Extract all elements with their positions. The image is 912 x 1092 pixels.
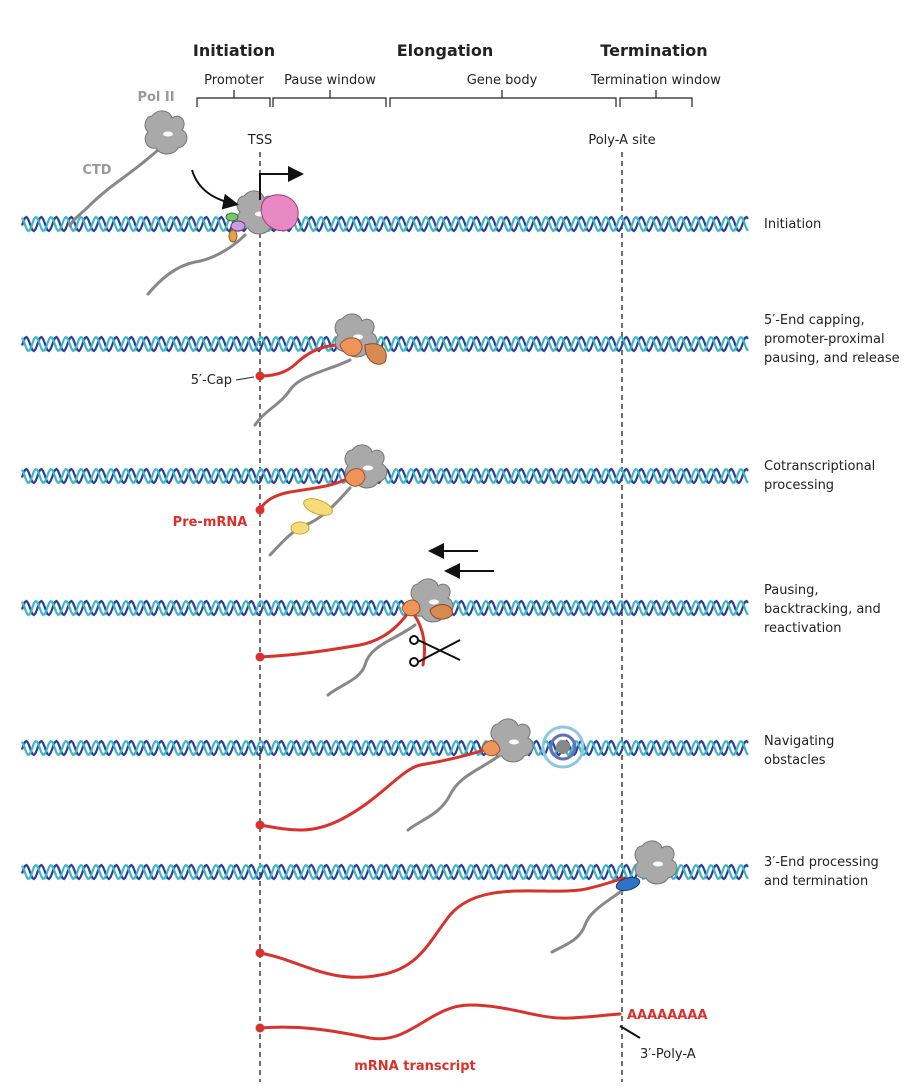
phase-label: Elongation — [397, 41, 494, 60]
region-label: Promoter — [204, 73, 264, 88]
guide-lines — [259, 152, 623, 1082]
region-label: Pause window — [284, 73, 376, 88]
step-label: and termination — [764, 874, 868, 889]
step-label: processing — [764, 478, 834, 493]
polya-site-label: Poly-A site — [588, 133, 655, 148]
brackets — [196, 90, 693, 107]
cap-label: 5′-Cap — [191, 373, 232, 388]
mrna-label: mRNA transcript — [354, 1059, 476, 1074]
pol2-channel — [509, 739, 519, 745]
dna-strand — [20, 863, 749, 881]
dna-strand — [21, 863, 749, 881]
dna-strand — [20, 335, 749, 353]
dna — [20, 215, 749, 881]
arrows — [191, 166, 641, 1039]
step-label: Pausing, — [764, 583, 818, 598]
pol2-channel — [163, 131, 173, 137]
rna — [258, 343, 627, 1041]
premrna-label: Pre-mRNA — [173, 515, 248, 530]
pol2-channel — [653, 861, 663, 867]
ctd-tails — [68, 148, 632, 954]
dna-strand — [21, 599, 749, 617]
tss-label: TSS — [247, 133, 272, 148]
phase-label: Initiation — [193, 41, 275, 60]
cap-leader — [235, 376, 255, 381]
step-label: obstacles — [764, 753, 826, 768]
ctd-label: CTD — [82, 163, 111, 178]
pol2-channel — [363, 465, 373, 471]
dna-strand — [20, 739, 749, 757]
step-label: backtracking, and — [764, 602, 881, 617]
cap-dots — [255, 371, 265, 1033]
step-label: Navigating — [764, 734, 834, 749]
pol2-channel — [429, 599, 439, 605]
phase-label: Termination — [600, 41, 707, 60]
region-label: Termination window — [590, 73, 721, 88]
dna-strand — [21, 215, 749, 233]
factors — [225, 194, 641, 892]
dna-strand — [20, 599, 749, 617]
dna-strand — [20, 215, 749, 233]
polya-tail: AAAAAAAA — [627, 1008, 708, 1023]
polya-label: 3′-Poly-A — [640, 1047, 696, 1062]
dna-strand — [21, 739, 749, 757]
step-label: 3′-End processing — [764, 855, 879, 870]
step-label: reactivation — [764, 621, 841, 636]
dna-strand — [21, 335, 749, 353]
step-label: Initiation — [764, 217, 821, 232]
step-label: 5′-End capping, — [764, 313, 865, 328]
step-label: pausing, and release — [764, 351, 900, 366]
step-label: promoter-proximal — [764, 332, 885, 347]
pol2-label: Pol II — [137, 90, 174, 105]
region-label: Gene body — [467, 73, 538, 88]
step-label: Cotranscriptional — [764, 459, 875, 474]
step-labels: Initiation 5′-End capping, promoter-proxim… — [764, 217, 900, 889]
